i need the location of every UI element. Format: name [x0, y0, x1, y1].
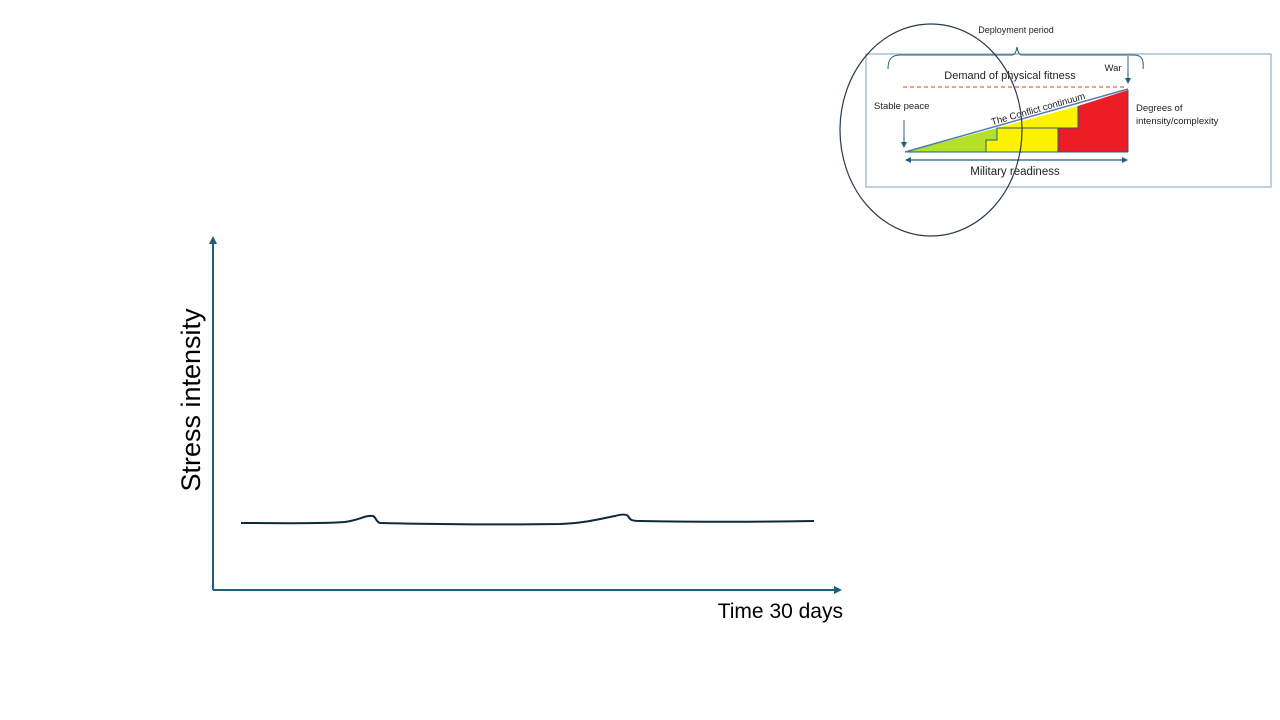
step-outline	[985, 127, 1059, 152]
yellow-zone	[986, 106, 1078, 152]
y-axis-label: Stress intensity	[176, 308, 206, 492]
red-zone	[1058, 90, 1128, 152]
highlight-circle	[839, 23, 1023, 237]
conflict-continuum-diagram: Deployment period Demand of physical fit…	[839, 23, 1272, 237]
step-outline-2	[1058, 106, 1079, 129]
stress-chart: Stress intensity Time 30 days	[176, 236, 843, 623]
degrees-label-line1: Degrees of	[1136, 103, 1183, 114]
deployment-brace	[887, 46, 1144, 70]
inset-frame	[865, 53, 1272, 188]
demand-label: Demand of physical fitness	[944, 70, 1076, 82]
deployment-period-label: Deployment period	[978, 25, 1054, 35]
stress-curve	[240, 513, 815, 526]
stable-peace-label: Stable peace	[874, 101, 929, 112]
degrees-label-line2: intensity/complexity	[1136, 116, 1219, 127]
conflict-slope-line	[904, 88, 1129, 153]
x-axis-label: Time 30 days	[718, 600, 843, 623]
war-label: War	[1104, 63, 1121, 74]
